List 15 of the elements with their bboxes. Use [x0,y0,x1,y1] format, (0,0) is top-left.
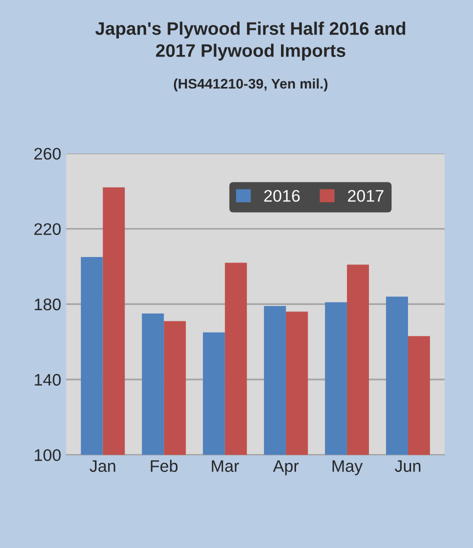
x-tick-label: Jun [394,460,420,472]
x-tick-label: Mar [212,460,239,472]
x-tick-label: Feb [150,460,178,472]
chart-subtitle: (HS441210-39, Yen mil.) [174,78,328,92]
legend-label: 2016 [264,190,300,202]
y-tick-label: 180 [34,298,61,310]
legend-label: 2017 [348,190,384,202]
x-tick-label: Apr [273,460,299,476]
x-tick-label: Jan [90,460,116,472]
y-tick-label: 100 [34,449,61,462]
y-tick-label: 260 [34,148,61,160]
y-tick-label: 140 [34,374,61,386]
y-tick-label: 220 [34,223,61,235]
chart-title: Japan's Plywood First Half 2016 and 2017 Plywood Imports [95,22,406,61]
x-tick-label: May [332,460,363,476]
